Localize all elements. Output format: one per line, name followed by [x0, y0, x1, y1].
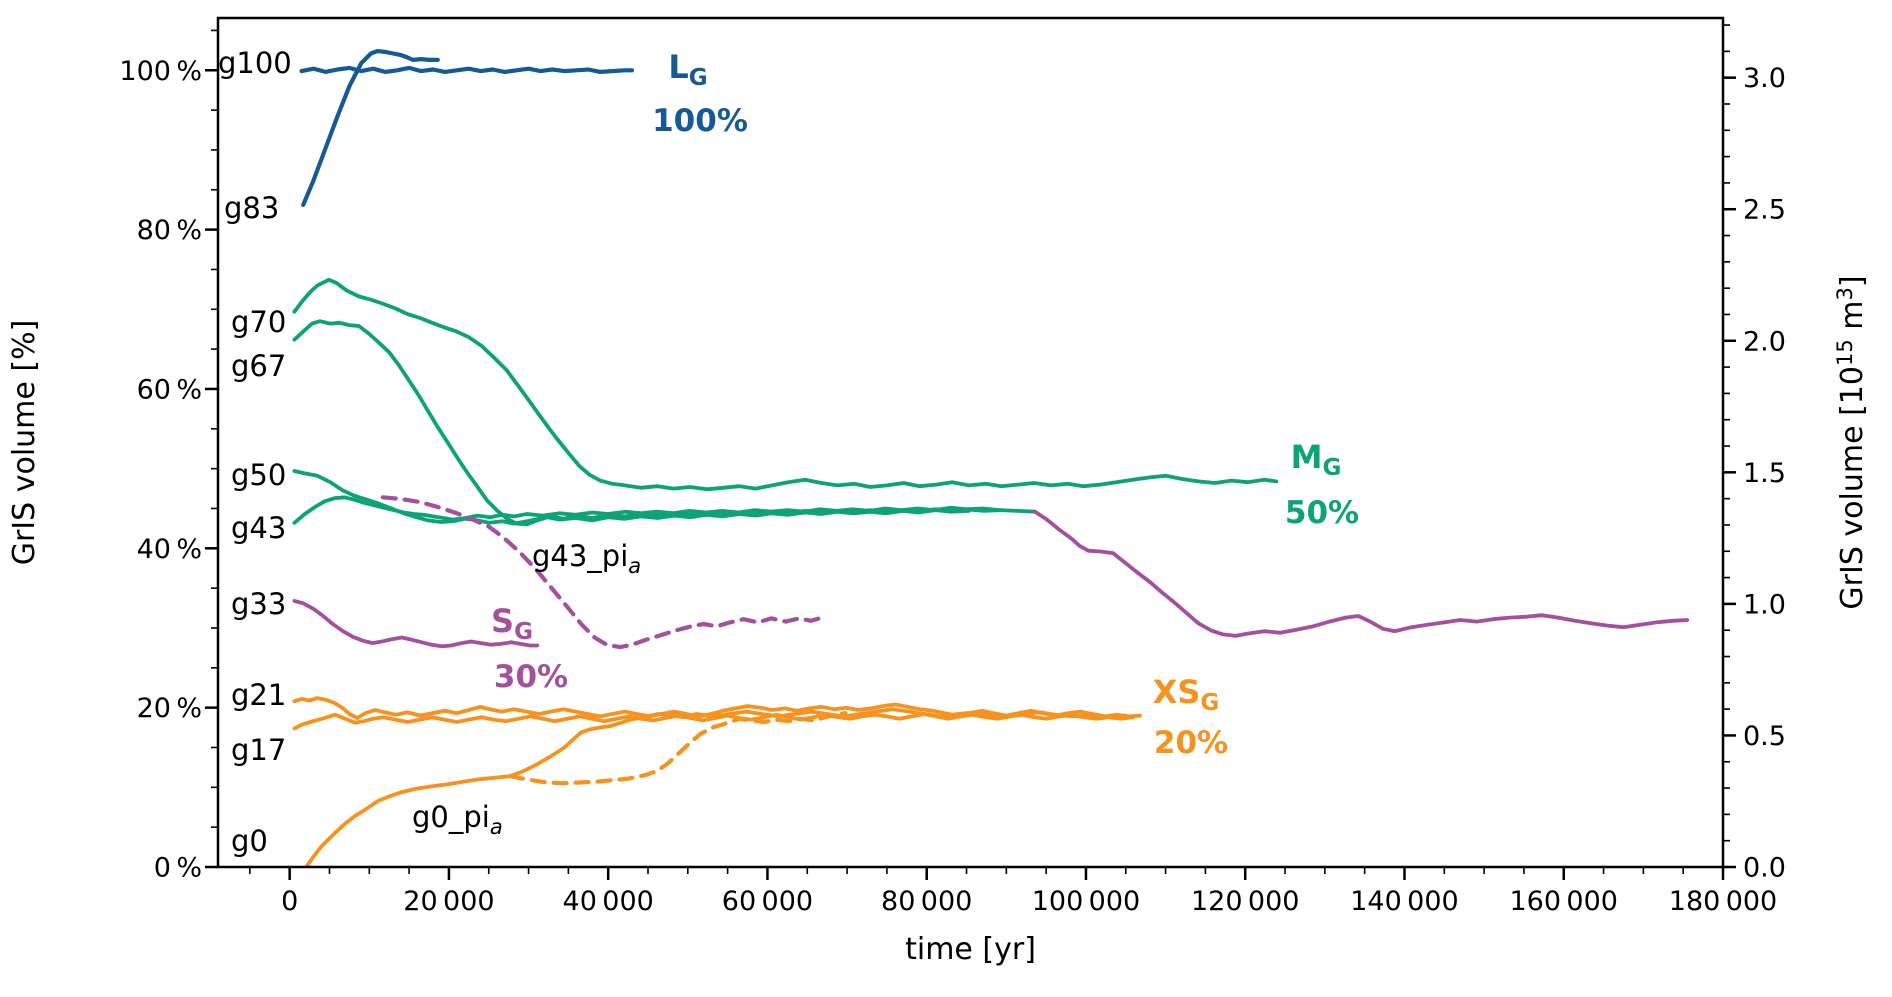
label-g0: g0: [231, 824, 268, 858]
series-g33-line: [292, 509, 1690, 649]
series-g17-line: [292, 712, 1135, 731]
y-right-tick-label: 1.0: [1743, 589, 1786, 620]
x-tick-label: 0: [281, 886, 298, 917]
x-tick-label: 80 000: [881, 886, 972, 917]
x-tick-label: 180 000: [1669, 886, 1777, 917]
legend-SG-pct: 30%: [494, 659, 568, 695]
y-right-tick-label: 2.0: [1743, 326, 1786, 357]
y-left-tick-label: 40 %: [137, 534, 202, 565]
y-axis-left-label: GrIS volume [%]: [7, 320, 42, 566]
series-g67-line: [292, 319, 971, 527]
y-right-tick-label: 0.0: [1743, 853, 1786, 884]
label-g67: g67: [231, 349, 286, 383]
x-tick-label: 40 000: [563, 886, 654, 917]
y-right-tick-label: 1.5: [1743, 458, 1786, 489]
y-left-tick-label: 0 %: [154, 853, 202, 884]
y-left-tick-label: 80 %: [137, 215, 202, 246]
x-tick-label: 100 000: [1032, 886, 1140, 917]
y-axis-right-label: GrIS volume [1015 m3]: [1833, 275, 1870, 609]
y-left-tick-label: 100 %: [119, 56, 202, 87]
series-g43-line: [292, 495, 1037, 525]
legend-XSG: XSG: [1153, 673, 1220, 716]
label-g43: g43: [231, 511, 286, 545]
x-tick-label: 160 000: [1510, 886, 1618, 917]
series-group: [292, 49, 1690, 868]
y-left-tick-label: 60 %: [137, 374, 202, 405]
label-g21: g21: [231, 678, 286, 712]
series-g0-line: [305, 707, 1127, 868]
annotations-group: g100 g83 g70 g67 g50 g43 g33 g21 g17 g0 g43_pia g0_…: [218, 46, 1359, 858]
x-tick-label: 120 000: [1191, 886, 1299, 917]
x-tick-label: 140 000: [1350, 886, 1458, 917]
legend-LG: LG: [668, 48, 707, 91]
y-right-tick-label: 0.5: [1743, 721, 1786, 752]
legend-LG-pct: 100%: [652, 103, 748, 139]
series-g70-line: [292, 277, 1279, 492]
label-g70: g70: [231, 305, 286, 339]
y-right-tick-label: 2.5: [1743, 195, 1786, 226]
y-right-tick-label: 3.0: [1743, 63, 1786, 94]
label-g100: g100: [218, 46, 292, 80]
label-g43-pia: g43_pia: [532, 539, 641, 578]
label-g0-pia: g0_pia: [412, 800, 503, 839]
label-g83: g83: [224, 191, 279, 225]
label-g50: g50: [231, 458, 286, 492]
legend-XSG-pct: 20%: [1154, 725, 1228, 761]
legend-MG: MG: [1291, 438, 1342, 481]
series-g83-line: [301, 49, 440, 207]
x-axis-label: time [yr]: [905, 932, 1036, 967]
y-left-tick-label: 20 %: [137, 693, 202, 724]
legend-SG: SG: [491, 602, 533, 645]
series-g100-line: [299, 65, 635, 74]
series-g21-line: [292, 696, 1142, 720]
label-g33: g33: [231, 587, 286, 621]
label-g17: g17: [231, 733, 286, 767]
axes-group: 0 20 000 40 000 60 000 80 000 100 000 120 000 1…: [7, 24, 1870, 967]
series-g43_pi_a-line: [380, 495, 826, 650]
legend-MG-pct: 50%: [1285, 495, 1359, 531]
x-tick-label: 60 000: [722, 886, 813, 917]
x-tick-label: 20 000: [403, 886, 494, 917]
plot-frame: [216, 16, 1725, 869]
